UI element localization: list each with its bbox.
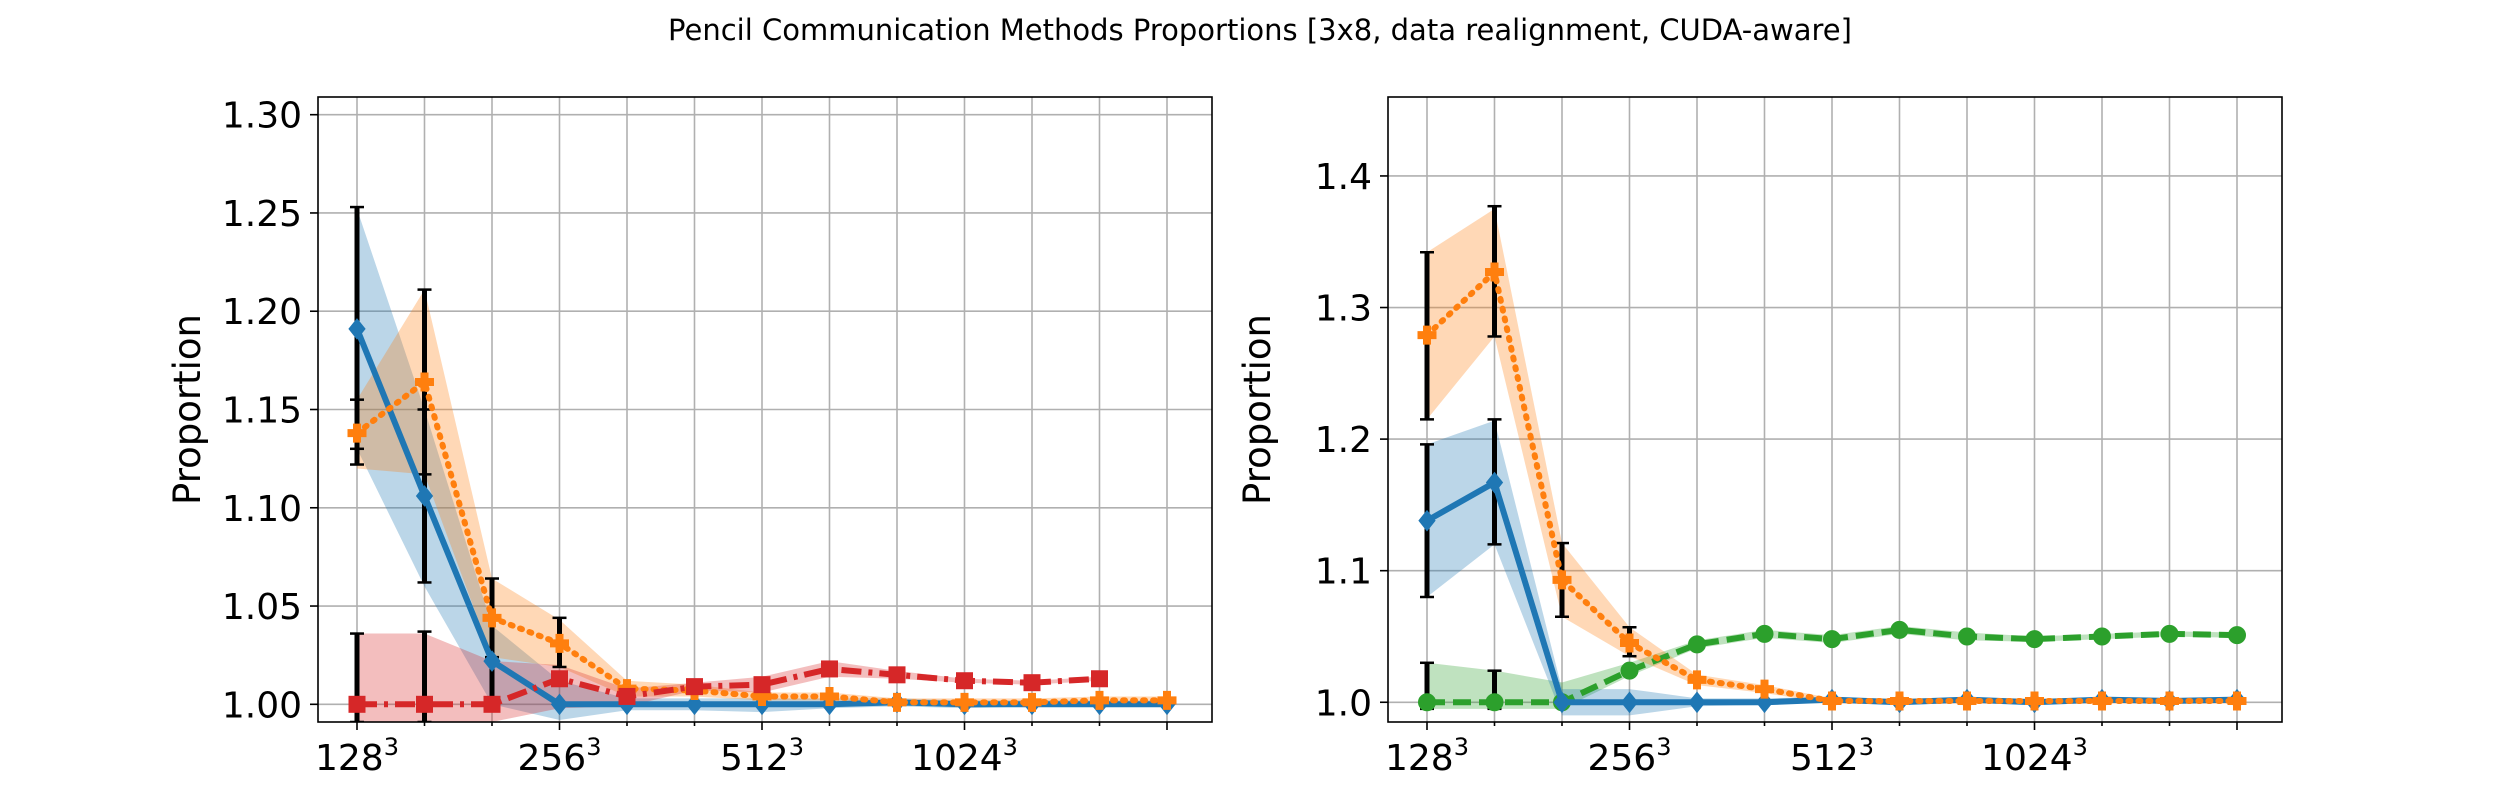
- series-line: [357, 665, 1100, 708]
- data-point: [753, 676, 771, 694]
- data-point: [1418, 509, 1436, 532]
- data-point: [2025, 691, 2044, 711]
- data-point: [1822, 691, 1842, 711]
- data-point: [483, 695, 501, 713]
- data-point: [1620, 691, 1639, 714]
- data-point: [348, 695, 366, 713]
- data-point: [482, 608, 502, 628]
- data-point: [2093, 627, 2111, 646]
- y-tick-label: 1.20: [222, 292, 302, 333]
- plot-area: [1417, 204, 2247, 716]
- y-tick-label: 1.25: [222, 194, 302, 235]
- x-tick-label: 5123: [720, 733, 804, 779]
- data-point: [416, 695, 433, 713]
- x-tick-label: 10243: [911, 733, 1018, 779]
- x-tick-label: 2563: [518, 733, 602, 779]
- data-point: [1485, 693, 1504, 712]
- data-point: [955, 692, 974, 712]
- right-chart-panel: 1.0 1.1 1.2 1.3 1.4 1283 2563 5123 10243 Proporti…: [1236, 96, 2283, 779]
- x-tick-label: 10243: [1981, 733, 2088, 779]
- data-point: [1485, 471, 1504, 494]
- data-point: [483, 650, 501, 672]
- data-point: [1157, 690, 1177, 710]
- y-tick-label: 1.05: [222, 587, 302, 628]
- data-point: [550, 633, 569, 653]
- data-point: [1418, 693, 1436, 712]
- data-point: [1620, 661, 1639, 680]
- y-tick-label: 1.1: [1315, 552, 1372, 593]
- data-point: [415, 485, 434, 507]
- data-point: [1688, 691, 1706, 714]
- data-point: [1023, 674, 1041, 692]
- data-point: [2160, 624, 2179, 643]
- data-point: [550, 693, 569, 716]
- data-point: [1090, 690, 1109, 710]
- data-point: [2228, 626, 2246, 645]
- data-point: [348, 318, 366, 340]
- y-tick-label: 1.2: [1315, 420, 1372, 461]
- y-axis-label: Proportion: [1236, 314, 1279, 505]
- data-point: [1022, 692, 1042, 712]
- data-point: [1890, 620, 1909, 639]
- left-chart-panel: 1.00 1.05 1.10 1.15 1.20 1.25 1.30 1283 2563 5123…: [166, 96, 1213, 779]
- data-point: [2025, 630, 2044, 649]
- data-point: [347, 423, 367, 443]
- data-point: [2092, 691, 2112, 711]
- x-tick-label: 1283: [1385, 733, 1469, 779]
- data-point: [1620, 633, 1639, 653]
- plot-area: [347, 205, 1177, 722]
- data-point: [686, 678, 703, 696]
- data-point: [415, 372, 434, 392]
- y-tick-label: 1.0: [1315, 683, 1372, 724]
- data-point: [2160, 691, 2179, 711]
- x-tick-label: 2563: [1588, 733, 1672, 779]
- y-tick-label: 1.4: [1315, 157, 1372, 198]
- data-point: [1957, 691, 1977, 711]
- data-point: [1755, 624, 1774, 643]
- data-point: [820, 686, 839, 706]
- axes-frame: [1387, 96, 2283, 723]
- data-point: [888, 666, 906, 684]
- data-point: [956, 672, 973, 690]
- data-point: [1688, 635, 1706, 654]
- y-tick-label: 1.10: [222, 489, 302, 530]
- x-tick-label: 1283: [315, 733, 399, 779]
- data-point: [1958, 627, 1976, 646]
- y-tick-label: 1.15: [222, 391, 302, 432]
- data-point: [618, 687, 636, 705]
- data-point: [1890, 691, 1909, 711]
- data-point: [551, 670, 568, 688]
- data-point: [1552, 570, 1572, 590]
- axes-frame: [317, 96, 1213, 723]
- data-point: [821, 660, 838, 678]
- y-axis-label: Proportion: [166, 314, 209, 505]
- data-point: [2227, 691, 2247, 711]
- data-point: [1755, 679, 1774, 699]
- data-point: [1823, 630, 1841, 649]
- data-point: [1687, 670, 1707, 690]
- data-point: [1091, 670, 1108, 688]
- figure-title: Pencil Communication Methods Proportions…: [668, 13, 1852, 47]
- y-tick-label: 1.3: [1315, 289, 1372, 330]
- data-point: [1485, 262, 1504, 282]
- y-tick-label: 1.00: [222, 685, 302, 726]
- data-point: [887, 692, 907, 712]
- data-point: [1417, 325, 1437, 345]
- x-tick-label: 5123: [1790, 733, 1874, 779]
- y-tick-label: 1.30: [222, 96, 302, 137]
- data-point: [1553, 691, 1571, 714]
- confidence-band: [357, 633, 1100, 722]
